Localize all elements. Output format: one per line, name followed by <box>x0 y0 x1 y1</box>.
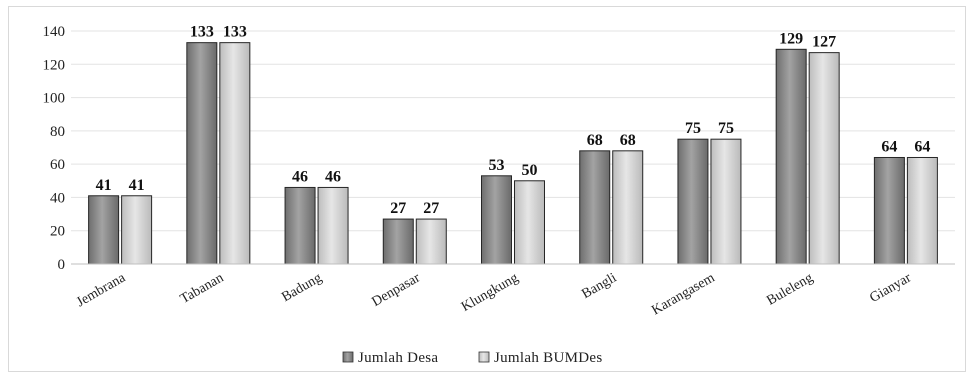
bar-jumlah-desa-denpasar <box>383 219 413 264</box>
data-label-jumlah-bumdes-badung: 46 <box>325 168 341 185</box>
bar-jumlah-bumdes-gianyar <box>907 157 937 264</box>
data-label-jumlah-desa-jembrana: 41 <box>96 177 112 194</box>
bar-jumlah-desa-gianyar <box>874 157 904 264</box>
bar-jumlah-bumdes-denpasar <box>416 219 446 264</box>
chart-frame: 0 20 40 60 80 100 120 140 41 41 133 133 46 46 27 27 53 5… <box>8 6 966 372</box>
data-label-jumlah-desa-gianyar: 64 <box>881 138 897 155</box>
data-label-jumlah-desa-bangli: 68 <box>587 132 603 149</box>
y-tick-label-40: 40 <box>50 190 65 206</box>
bar-jumlah-bumdes-jembrana <box>122 196 152 264</box>
bar-jumlah-bumdes-badung <box>318 187 348 264</box>
y-tick-label-120: 120 <box>43 57 66 73</box>
bar-jumlah-bumdes-buleleng <box>809 53 839 264</box>
y-tick-label-20: 20 <box>50 224 65 240</box>
bar-chart: 0 20 40 60 80 100 120 140 41 41 133 133 46 46 27 27 53 5… <box>9 7 967 373</box>
x-category-label-buleleng: Buleleng <box>764 270 815 308</box>
legend-swatch-jumlah-bumdes <box>479 352 489 362</box>
bar-jumlah-bumdes-klungkung <box>515 181 545 264</box>
y-tick-label-80: 80 <box>50 124 65 140</box>
legend-swatch-jumlah-desa <box>343 352 353 362</box>
bar-jumlah-desa-badung <box>285 187 315 264</box>
y-tick-label-60: 60 <box>50 157 65 173</box>
x-category-label-badung: Badung <box>279 270 324 305</box>
data-label-jumlah-desa-denpasar: 27 <box>390 200 406 217</box>
bar-jumlah-desa-klungkung <box>482 176 512 264</box>
data-label-jumlah-bumdes-tabanan: 133 <box>223 24 247 41</box>
bar-jumlah-bumdes-tabanan <box>220 43 250 264</box>
data-label-jumlah-bumdes-karangasem: 75 <box>718 120 734 137</box>
bar-jumlah-bumdes-karangasem <box>711 139 741 264</box>
y-axis-tick-labels: 0 20 40 60 80 100 120 140 <box>43 24 66 273</box>
x-category-label-jembrana: Jembrana <box>74 270 129 310</box>
data-label-jumlah-bumdes-gianyar: 64 <box>914 138 930 155</box>
data-label-jumlah-desa-buleleng: 129 <box>779 30 803 47</box>
x-category-label-bangli: Bangli <box>579 270 619 302</box>
data-label-jumlah-bumdes-bangli: 68 <box>620 132 636 149</box>
x-category-label-gianyar: Gianyar <box>867 270 914 306</box>
bar-jumlah-desa-karangasem <box>678 139 708 264</box>
y-tick-label-0: 0 <box>58 257 66 273</box>
x-category-label-klungkung: Klungkung <box>459 270 521 314</box>
y-tick-label-140: 140 <box>43 24 66 40</box>
data-label-jumlah-desa-tabanan: 133 <box>190 24 214 41</box>
x-category-label-tabanan: Tabanan <box>178 270 226 307</box>
x-category-label-denpasar: Denpasar <box>369 270 423 310</box>
bar-jumlah-desa-tabanan <box>187 43 217 264</box>
x-axis-category-labels: Jembrana Tabanan Badung Denpasar Klungkung Ba… <box>74 270 914 318</box>
data-label-jumlah-desa-klungkung: 53 <box>489 157 505 174</box>
legend-label-jumlah-bumdes: Jumlah BUMDes <box>494 350 602 366</box>
bar-jumlah-desa-bangli <box>580 151 610 264</box>
data-label-jumlah-bumdes-jembrana: 41 <box>129 177 145 194</box>
bar-jumlah-bumdes-bangli <box>613 151 643 264</box>
legend-label-jumlah-desa: Jumlah Desa <box>358 350 438 366</box>
data-label-jumlah-desa-karangasem: 75 <box>685 120 701 137</box>
data-label-jumlah-desa-badung: 46 <box>292 168 308 185</box>
bar-jumlah-desa-buleleng <box>776 49 806 264</box>
data-label-jumlah-bumdes-denpasar: 27 <box>423 200 439 217</box>
y-tick-label-100: 100 <box>43 91 66 107</box>
data-label-jumlah-bumdes-buleleng: 127 <box>812 34 836 51</box>
x-category-label-karangasem: Karangasem <box>649 270 717 318</box>
legend: Jumlah Desa Jumlah BUMDes <box>343 350 602 366</box>
bar-jumlah-desa-jembrana <box>89 196 119 264</box>
data-label-jumlah-bumdes-klungkung: 50 <box>522 162 538 179</box>
